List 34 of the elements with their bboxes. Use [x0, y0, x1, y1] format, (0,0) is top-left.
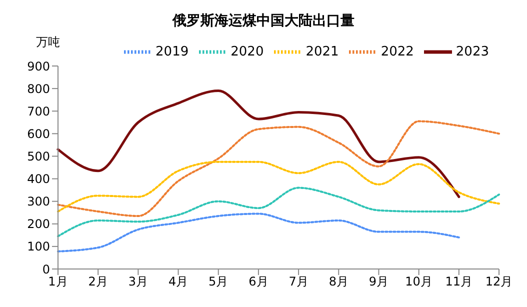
- legend-label: 2023: [456, 44, 489, 60]
- legend-label: 2022: [380, 44, 414, 60]
- y-tick-label: 0: [42, 262, 50, 276]
- y-tick-label: 200: [27, 217, 50, 232]
- line-series: [57, 120, 500, 217]
- y-tick-label: 600: [27, 126, 50, 141]
- line-series: [56, 90, 460, 198]
- y-tick-label: 300: [27, 194, 50, 209]
- line-series: [57, 186, 500, 238]
- y-tick-label: 900: [27, 59, 50, 74]
- y-tick-label: 500: [27, 149, 50, 164]
- x-tick-label: 9月: [368, 274, 389, 289]
- chart-title: 俄罗斯海运煤中国大陆出口量: [171, 12, 356, 31]
- y-axis-title: 万吨: [36, 34, 60, 51]
- y-tick-label: 100: [27, 240, 50, 254]
- x-tick-label: 7月: [288, 274, 308, 289]
- y-tick-label: 700: [27, 104, 50, 118]
- x-tick-label: 10月: [405, 274, 432, 289]
- x-tick-label: 12月: [485, 274, 513, 289]
- x-tick-label: 6月: [248, 274, 268, 289]
- y-tick-label: 800: [27, 82, 50, 96]
- x-tick-label: 2月: [88, 274, 108, 289]
- legend-label: 2021: [306, 44, 339, 60]
- x-tick-label: 5月: [208, 274, 228, 289]
- x-tick-label: 3月: [128, 274, 148, 289]
- x-tick-label: 1月: [48, 274, 68, 289]
- line-series: [57, 160, 500, 212]
- y-tick-label: 400: [27, 172, 50, 186]
- line-series: [57, 212, 460, 252]
- x-tick-label: 11月: [445, 274, 473, 289]
- x-tick-label: 8月: [328, 274, 348, 289]
- x-tick-label: 4月: [168, 274, 188, 289]
- legend-label: 2020: [230, 44, 264, 60]
- legend-label: 2019: [156, 44, 189, 60]
